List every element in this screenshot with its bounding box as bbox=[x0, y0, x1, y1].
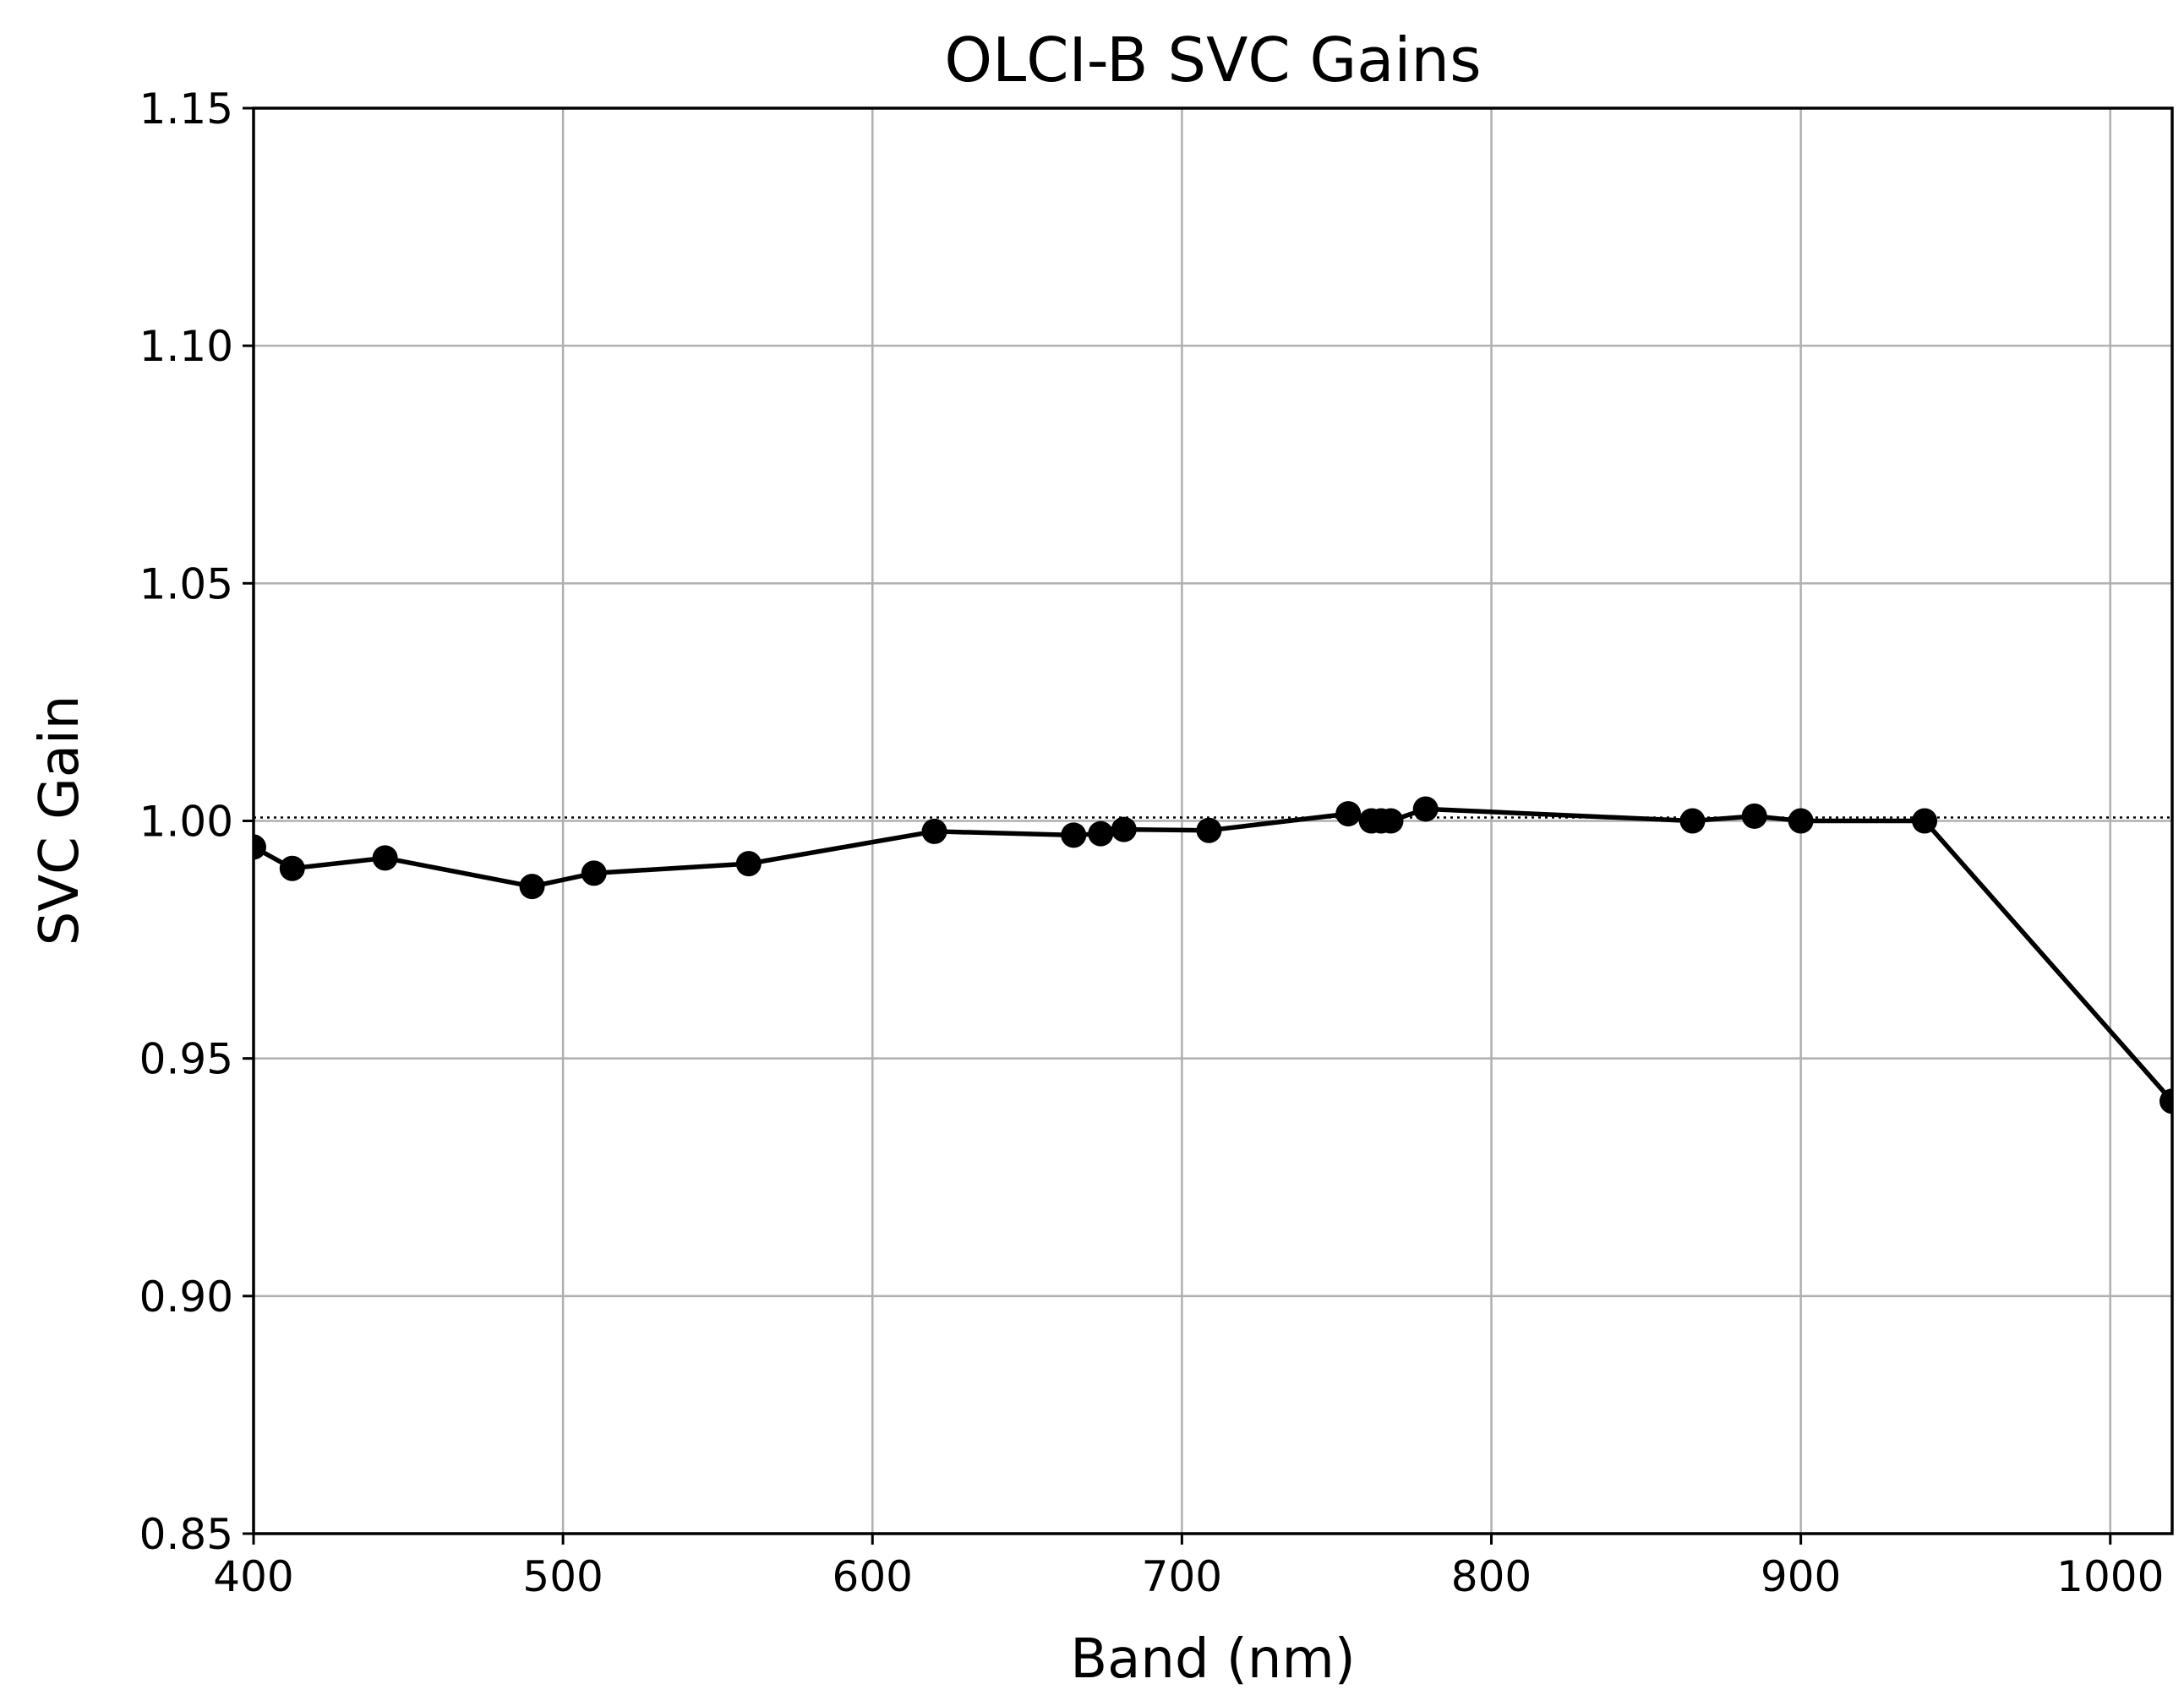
data-point bbox=[1335, 801, 1362, 827]
y-axis-ticks: 0.85 0.90 0.95 1.00 1.05 1.10 1.15 bbox=[139, 84, 254, 1559]
y-tick-label: 0.95 bbox=[139, 1035, 233, 1084]
y-tick-label: 0.90 bbox=[139, 1273, 233, 1322]
x-tick-label: 800 bbox=[1451, 1552, 1532, 1601]
data-point bbox=[1412, 796, 1439, 822]
chart-title: OLCI-B SVC Gains bbox=[944, 25, 1481, 95]
x-tick-label: 600 bbox=[833, 1552, 913, 1601]
data-point bbox=[1196, 817, 1222, 843]
y-tick-label: 0.85 bbox=[139, 1510, 233, 1559]
data-point bbox=[1788, 808, 1814, 834]
x-axis-label: Band (nm) bbox=[1070, 1628, 1356, 1691]
data-point bbox=[1061, 822, 1087, 848]
x-tick-label: 900 bbox=[1761, 1552, 1841, 1601]
data-point bbox=[254, 834, 266, 860]
x-tick-label: 700 bbox=[1142, 1552, 1222, 1601]
data-point bbox=[735, 851, 762, 877]
data-point bbox=[1741, 803, 1767, 829]
data-point bbox=[519, 874, 545, 900]
data-point bbox=[1088, 820, 1114, 847]
x-tick-label: 500 bbox=[522, 1552, 603, 1601]
data-point bbox=[372, 845, 398, 871]
y-axis-label: SVC Gain bbox=[29, 695, 91, 946]
data-point bbox=[921, 818, 947, 844]
data-point bbox=[279, 855, 305, 881]
data-point bbox=[1111, 816, 1137, 842]
data-point bbox=[2159, 1088, 2172, 1115]
y-tick-label: 1.00 bbox=[139, 798, 233, 847]
data-point bbox=[581, 860, 607, 886]
y-tick-label: 1.15 bbox=[139, 84, 233, 134]
x-axis-ticks: 400 500 600 700 800 900 1000 bbox=[213, 1534, 2164, 1601]
y-tick-label: 1.05 bbox=[139, 559, 233, 608]
series-group bbox=[254, 796, 2172, 1115]
x-tick-label: 1000 bbox=[2056, 1552, 2164, 1601]
x-tick-label: 400 bbox=[213, 1552, 293, 1601]
data-point bbox=[1378, 808, 1404, 834]
data-point bbox=[1912, 808, 1938, 834]
data-point bbox=[1679, 808, 1706, 834]
y-tick-label: 1.10 bbox=[139, 322, 233, 371]
